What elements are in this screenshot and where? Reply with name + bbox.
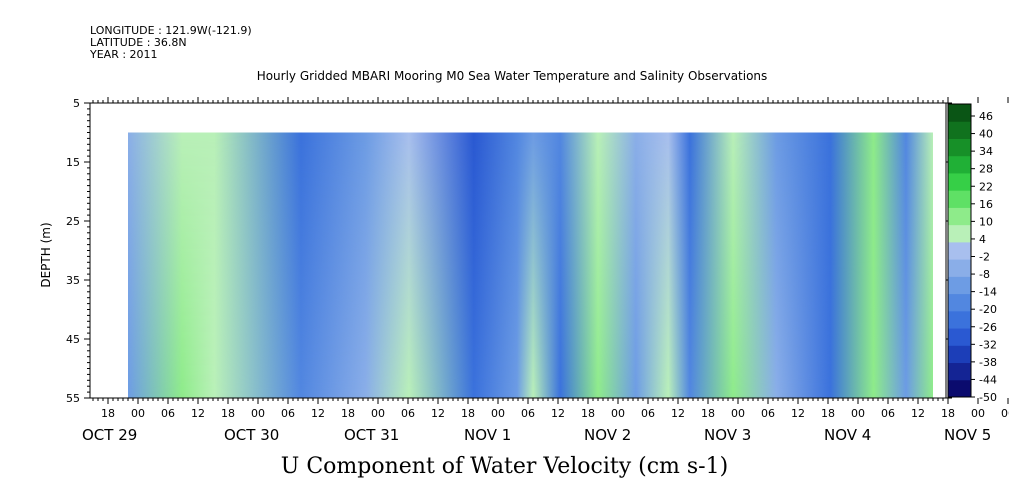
colorbar-label: 16 xyxy=(979,198,993,211)
x-tick-label: 00 xyxy=(491,407,505,420)
x-tick-label: 12 xyxy=(671,407,685,420)
x-tick-label: 06 xyxy=(1001,407,1009,420)
heatmap-deep-layer xyxy=(128,132,933,398)
x-tick-label: 18 xyxy=(461,407,475,420)
colorbar-swatch xyxy=(948,293,971,312)
x-tick-label: 00 xyxy=(611,407,625,420)
colorbar-swatch xyxy=(948,138,971,157)
colorbar-swatch xyxy=(948,379,971,398)
x-tick-label: 06 xyxy=(641,407,655,420)
colorbar-swatch xyxy=(948,224,971,243)
colorbar-swatch xyxy=(948,328,971,346)
latitude-label: LATITUDE : 36.8N xyxy=(90,36,187,49)
colorbar-swatch xyxy=(948,155,971,174)
colorbar-swatch xyxy=(948,259,971,277)
x-tick-label: 00 xyxy=(251,407,265,420)
colorbar-label: -38 xyxy=(979,356,997,369)
y-tick-label: 5 xyxy=(73,97,80,110)
year-label: YEAR : 2011 xyxy=(90,48,158,61)
x-tick-label: 06 xyxy=(761,407,775,420)
x-tick-label: 00 xyxy=(131,407,145,420)
x-day-label: NOV 2 xyxy=(584,426,631,444)
x-tick-label: 00 xyxy=(851,407,865,420)
x-tick-label: 06 xyxy=(281,407,295,420)
x-tick-label: 06 xyxy=(161,407,175,420)
colorbar-swatch xyxy=(948,121,971,139)
colorbar-label: -32 xyxy=(979,338,997,351)
axes: 5 15 25 35 45 55 18 00 06 12 18 00 06 12 18 00 06 12 18 00 0… xyxy=(66,97,1009,444)
colorbar: 46 40 34 28 22 16 10 4 -2 -8 -14 -20 -26 -32 -38 -44 -50 xyxy=(947,103,997,404)
colorbar-label: -50 xyxy=(979,391,997,404)
longitude-label: LONGITUDE : 121.9W(-121.9) xyxy=(90,24,252,37)
plot-area xyxy=(128,132,933,398)
x-tick-label: 18 xyxy=(701,407,715,420)
colorbar-swatch xyxy=(948,345,971,364)
x-tick-label: 18 xyxy=(941,407,955,420)
colorbar-label: 34 xyxy=(979,145,993,158)
x-day-label: NOV 3 xyxy=(704,426,751,444)
x-tick-label: 12 xyxy=(791,407,805,420)
y-axis-label: DEPTH (m) xyxy=(39,222,53,287)
x-tick-label: 12 xyxy=(311,407,325,420)
x-day-label: OCT 31 xyxy=(344,426,399,444)
colorbar-label: 10 xyxy=(979,215,993,228)
x-tick-label: 06 xyxy=(521,407,535,420)
colorbar-swatch xyxy=(948,172,971,191)
colorbar-swatch xyxy=(948,276,971,295)
x-tick-label: 00 xyxy=(371,407,385,420)
colorbar-label: -2 xyxy=(979,251,990,264)
colorbar-swatch xyxy=(948,241,971,260)
x-day-label: OCT 29 xyxy=(82,426,137,444)
x-day-label: NOV 5 xyxy=(944,426,991,444)
x-day-label: NOV 1 xyxy=(464,426,511,444)
chart-title: Hourly Gridded MBARI Mooring M0 Sea Wate… xyxy=(256,69,768,83)
colorbar-label: -26 xyxy=(979,321,997,334)
x-tick-label: 18 xyxy=(581,407,595,420)
colorbar-label: 4 xyxy=(979,233,986,246)
colorbar-label: -14 xyxy=(979,286,997,299)
x-day-label: NOV 4 xyxy=(824,426,871,444)
colorbar-swatch xyxy=(948,207,971,226)
x-day-label: OCT 30 xyxy=(224,426,279,444)
colorbar-label: -8 xyxy=(979,268,990,281)
colorbar-swatch xyxy=(948,310,971,329)
colorbar-swatch xyxy=(948,190,971,208)
x-tick-label: 00 xyxy=(731,407,745,420)
y-tick-label: 25 xyxy=(66,215,80,228)
colorbar-frame xyxy=(947,103,972,398)
colorbar-label: 22 xyxy=(979,180,993,193)
colorbar-label: 46 xyxy=(979,110,993,123)
x-tick-label: 18 xyxy=(341,407,355,420)
y-tick-label: 35 xyxy=(66,274,80,287)
x-tick-label: 06 xyxy=(401,407,415,420)
colorbar-label: 40 xyxy=(979,128,993,141)
x-tick-label: 18 xyxy=(221,407,235,420)
x-tick-label: 06 xyxy=(881,407,895,420)
colorbar-swatch xyxy=(948,362,971,381)
x-tick-label: 12 xyxy=(431,407,445,420)
x-tick-label: 12 xyxy=(191,407,205,420)
x-tick-label: 12 xyxy=(551,407,565,420)
y-tick-label: 15 xyxy=(66,156,80,169)
colorbar-label: -20 xyxy=(979,303,997,316)
x-tick-label: 18 xyxy=(821,407,835,420)
x-axis-label: U Component of Water Velocity (cm s-1) xyxy=(280,454,729,479)
colorbar-label: 28 xyxy=(979,163,993,176)
y-tick-label: 45 xyxy=(66,333,80,346)
colorbar-label: -44 xyxy=(979,373,997,386)
x-tick-label: 00 xyxy=(971,407,985,420)
colorbar-swatch xyxy=(948,104,971,122)
y-tick-label: 55 xyxy=(66,392,80,405)
x-tick-label: 18 xyxy=(101,407,115,420)
x-tick-label: 12 xyxy=(911,407,925,420)
